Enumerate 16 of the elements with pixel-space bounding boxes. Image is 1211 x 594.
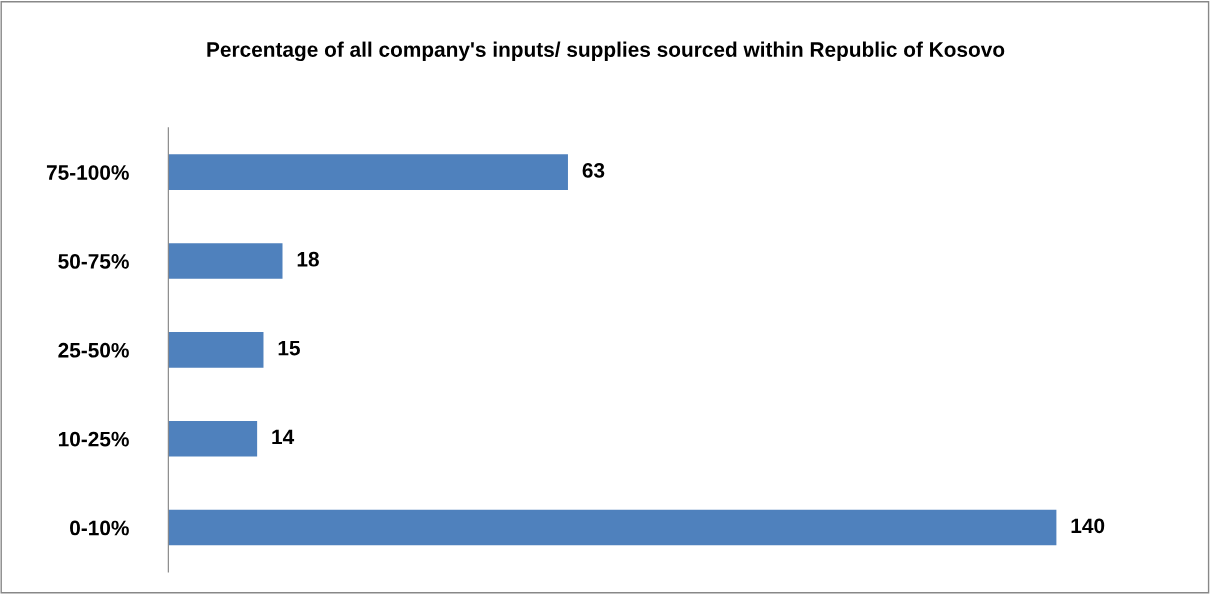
data-label: 140 [1071,518,1105,534]
bar [168,243,283,279]
data-label: 63 [582,162,605,178]
data-label: 14 [272,429,295,445]
bar [168,420,258,457]
data-label: 18 [297,251,319,267]
data-label: 15 [278,340,300,356]
y-tick-label: 0-10% [70,520,129,536]
y-tick-label: 75-100% [46,165,129,180]
bar [168,154,568,190]
y-tick-label: 50-75% [58,254,129,269]
y-tick-label: 10-25% [58,431,129,447]
chart-title: Percentage of all company's inputs/ supplies sourced within Republic of Kosovo [207,41,1005,62]
bar [168,509,1057,546]
bar [168,332,264,368]
y-tick-label: 25-50% [58,342,129,358]
